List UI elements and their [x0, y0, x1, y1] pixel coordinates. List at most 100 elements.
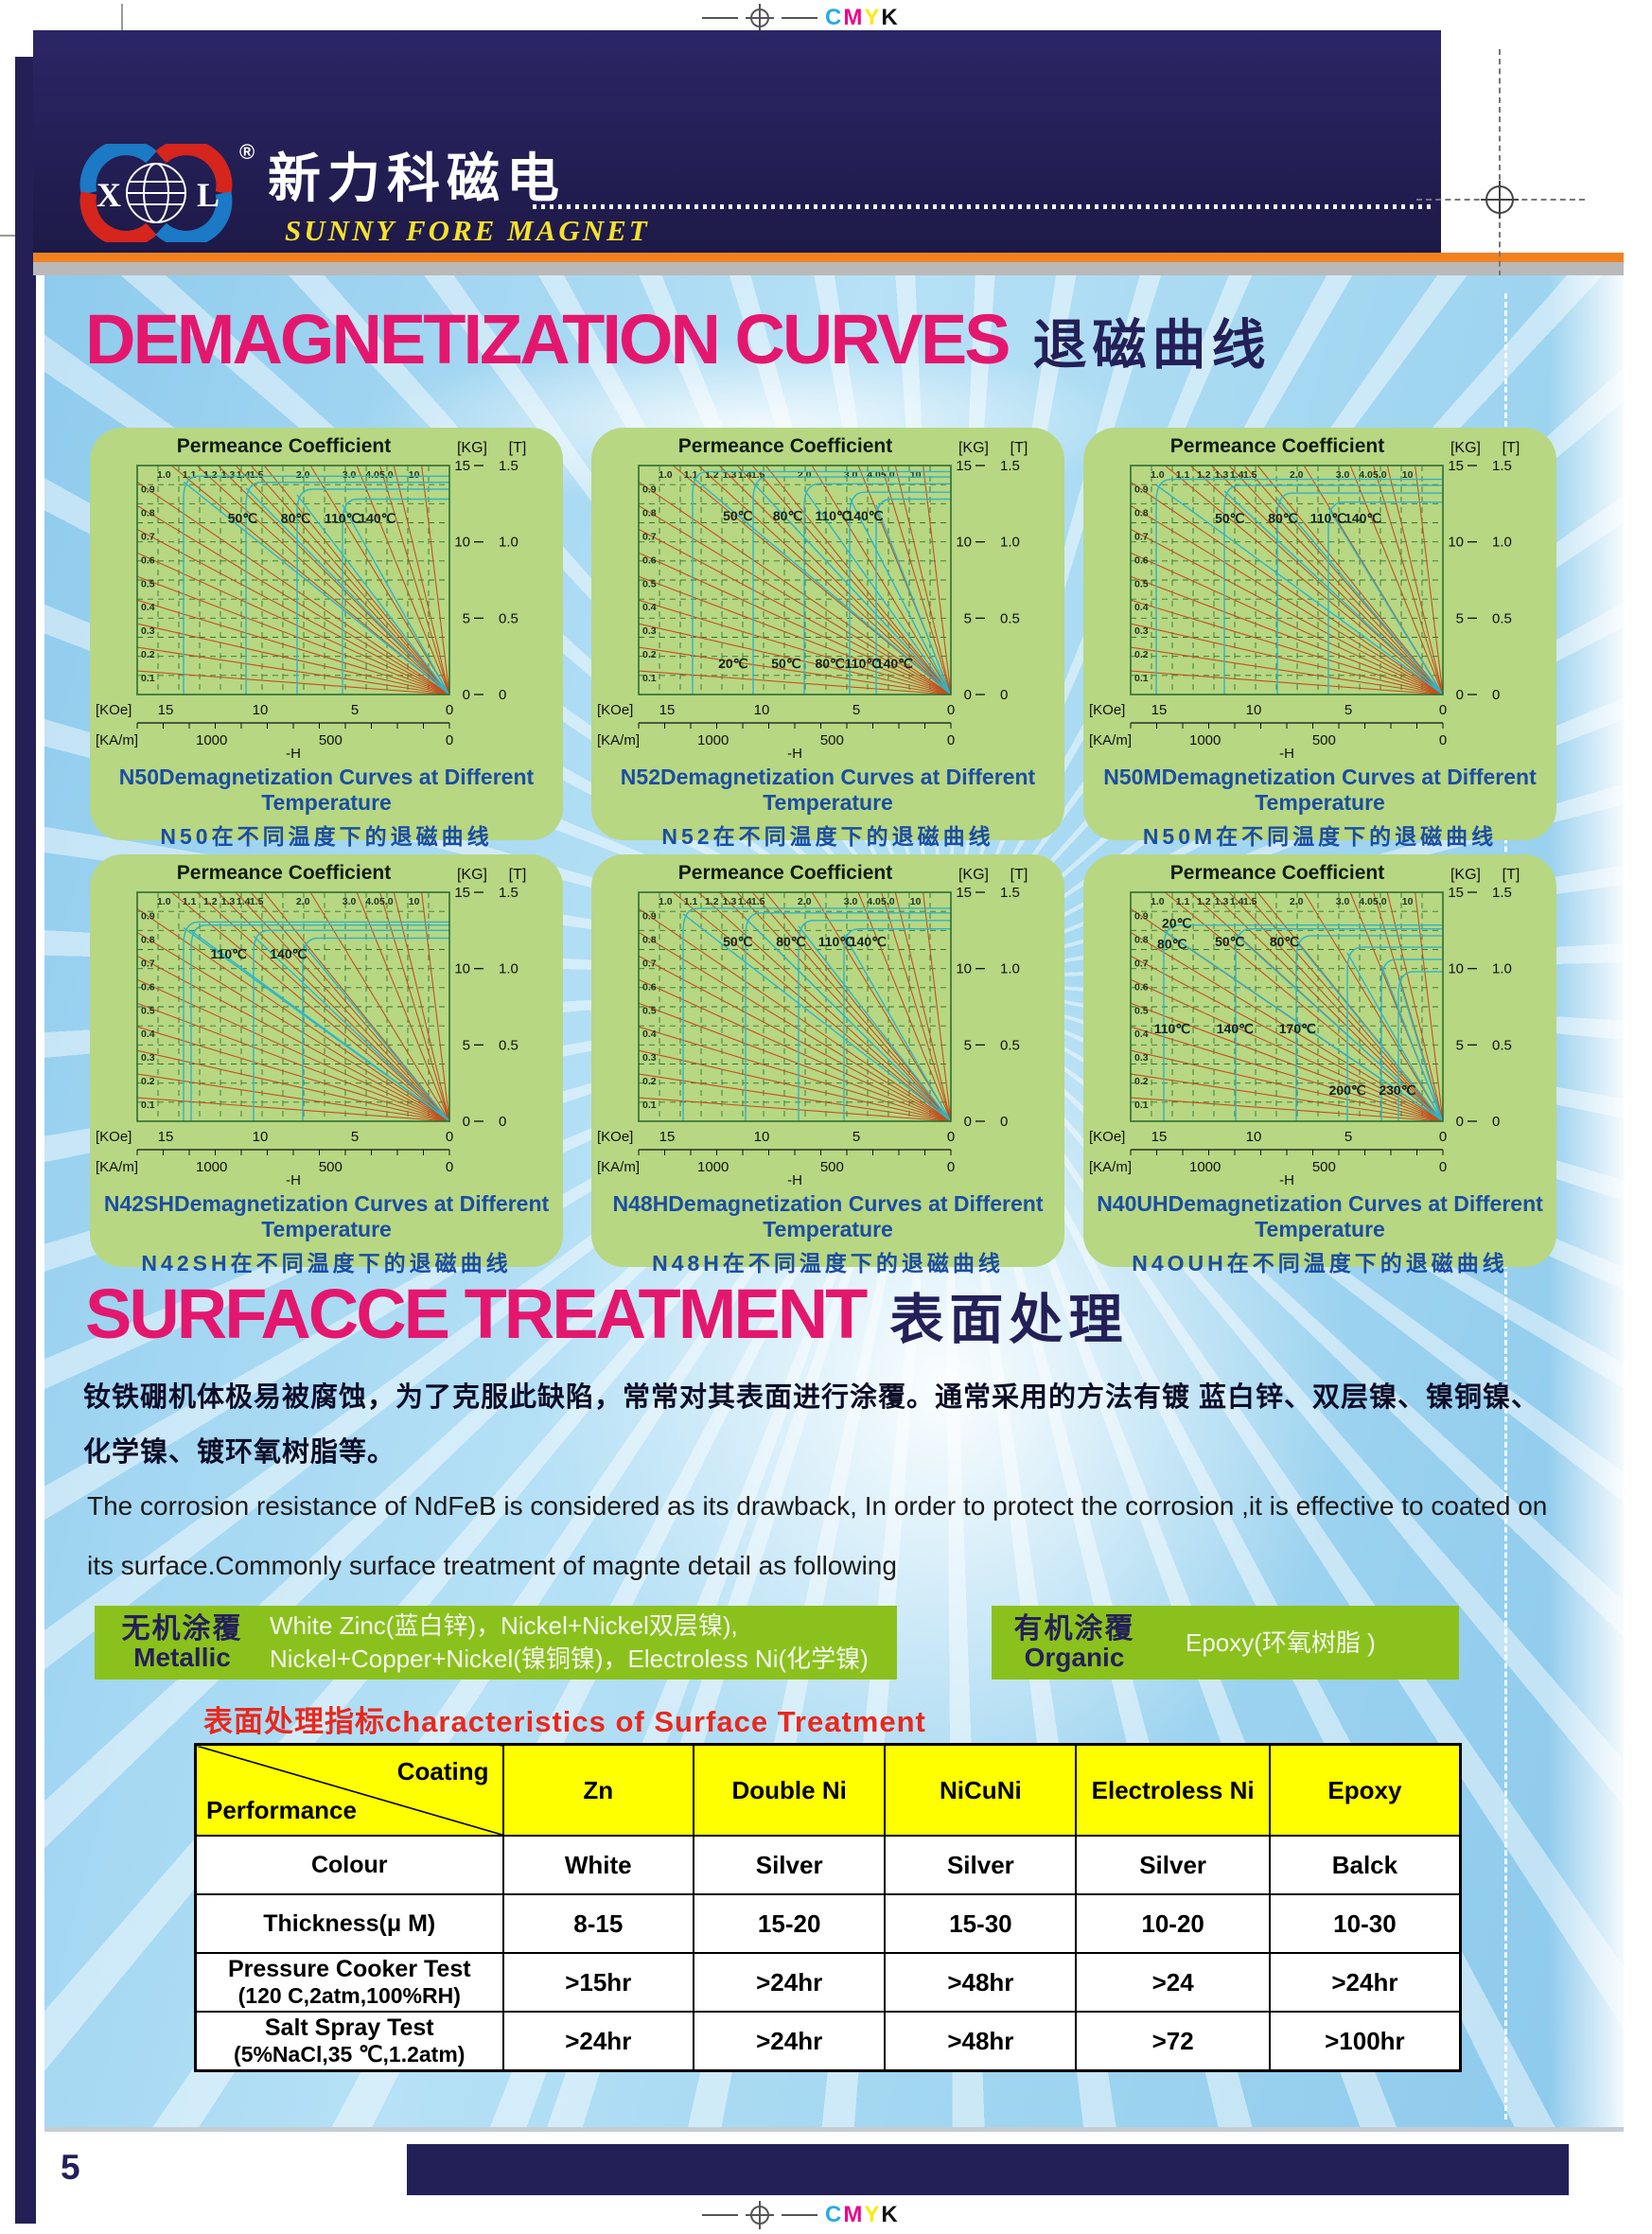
table-cell: 15-20: [693, 1893, 887, 1954]
organic-method: Epoxy(环氧树脂 ): [1186, 1627, 1376, 1657]
svg-text:500: 500: [820, 1159, 844, 1175]
svg-text:500: 500: [319, 1159, 343, 1175]
svg-text:0.1: 0.1: [642, 673, 657, 684]
surface-title-en: SURFACCE TREATMENT: [85, 1275, 868, 1353]
svg-text:[KA/m]: [KA/m]: [597, 1159, 640, 1175]
table-cell: >24: [1075, 1952, 1271, 2013]
svg-text:140℃: 140℃: [359, 511, 395, 526]
svg-text:4.0: 4.0: [1359, 896, 1373, 907]
surface-section-title: SURFACCE TREATMENT 表面处理: [85, 1279, 1128, 1349]
svg-text:110℃: 110℃: [1154, 1021, 1191, 1036]
svg-text:[KOe]: [KOe]: [1089, 1129, 1125, 1145]
svg-text:10: 10: [754, 702, 770, 718]
surface-treatment-table: Coating Performance Zn Double Ni NiCuNi …: [194, 1743, 1462, 2072]
svg-text:0.7: 0.7: [1134, 531, 1149, 542]
table-cell: 10-30: [1268, 1893, 1462, 1954]
svg-text:1.3: 1.3: [221, 896, 236, 907]
svg-text:0.8: 0.8: [642, 934, 657, 945]
metallic-coating-bar: 无机涂覆 Metallic White Zinc(蓝白锌)，Nickel+Nic…: [95, 1606, 897, 1680]
table-cell: >48hr: [884, 1952, 1078, 2013]
svg-text:15: 15: [659, 1129, 676, 1145]
table-cell: Silver: [884, 1835, 1078, 1895]
svg-text:10: 10: [1448, 535, 1464, 551]
svg-text:Permeance Coefficient: Permeance Coefficient: [177, 435, 391, 457]
svg-text:0.5: 0.5: [642, 578, 657, 589]
corner-performance-label: Performance: [206, 1796, 357, 1824]
bottom-axis: [KOe] 15 10 5 0 [KA/m] 1000 500 0 -H: [96, 1129, 453, 1186]
temperature-labels: 110℃ 140℃: [211, 946, 308, 961]
body-right-fade: [1548, 275, 1624, 2127]
svg-text:80℃: 80℃: [815, 656, 845, 671]
svg-text:0.6: 0.6: [1134, 981, 1149, 993]
svg-text:0.4: 0.4: [1134, 602, 1149, 613]
svg-text:1.4: 1.4: [237, 896, 251, 907]
table-row: Salt Spray Test (5%NaCl,35 ℃,1.2atm) >24hr…: [194, 2011, 1462, 2072]
svg-text:0.7: 0.7: [642, 531, 657, 542]
svg-text:50℃: 50℃: [228, 511, 258, 526]
svg-text:10: 10: [910, 896, 922, 907]
svg-text:2.0: 2.0: [296, 469, 310, 481]
bottom-axis: [KOe] 15 10 5 0 [KA/m] 1000 500 0 -H: [1089, 702, 1447, 759]
svg-text:10: 10: [253, 702, 269, 718]
svg-text:1.1: 1.1: [1176, 469, 1190, 481]
right-axis: 15 1.5 10 1.0 5 0.5 0 0: [956, 885, 1020, 1130]
svg-text:[T]: [T]: [1011, 440, 1028, 456]
svg-text:Permeance Coefficient: Permeance Coefficient: [678, 862, 892, 884]
svg-text:Permeance Coefficient: Permeance Coefficient: [1170, 435, 1384, 457]
company-logo: X L: [79, 144, 233, 242]
svg-text:15: 15: [659, 702, 676, 718]
svg-text:0.7: 0.7: [1134, 958, 1149, 969]
svg-text:Permeance Coefficient: Permeance Coefficient: [678, 435, 892, 457]
svg-text:15: 15: [1448, 458, 1464, 474]
svg-text:0: 0: [1456, 1114, 1464, 1130]
svg-text:1.5: 1.5: [499, 458, 518, 474]
table-cell: Silver: [693, 1835, 887, 1895]
panel-caption-cn: N42SH在不同温度下的退磁曲线: [141, 1251, 512, 1275]
svg-text:80℃: 80℃: [776, 934, 806, 949]
orange-stripe: [33, 253, 1624, 262]
svg-text:2.0: 2.0: [1290, 896, 1304, 907]
svg-text:1.5: 1.5: [751, 896, 765, 907]
svg-text:0: 0: [1000, 1114, 1008, 1130]
bh-curves: [1155, 478, 1443, 695]
demag-panel-n42sh: Permeance Coefficient [KG] [T] 0.9 0.8 0.7 0.6…: [90, 854, 563, 1275]
svg-text:0.5: 0.5: [141, 1005, 155, 1016]
svg-text:0: 0: [446, 702, 453, 718]
registration-line: [702, 2214, 738, 2216]
svg-text:0.4: 0.4: [141, 1029, 155, 1040]
right-axis: 15 1.5 10 1.0 5 0.5 0 0: [1448, 458, 1512, 703]
svg-text:[KG]: [KG]: [1450, 440, 1481, 456]
svg-text:1000: 1000: [697, 1159, 729, 1175]
svg-text:0: 0: [964, 1114, 972, 1130]
svg-text:10: 10: [454, 961, 470, 977]
svg-text:15: 15: [1448, 885, 1464, 901]
svg-text:15: 15: [956, 885, 972, 901]
svg-text:0: 0: [446, 1159, 453, 1175]
page-number: 5: [61, 2148, 80, 2187]
dotted-divider: [533, 204, 1432, 209]
svg-text:0.8: 0.8: [642, 507, 657, 519]
bh-curves: [692, 470, 951, 695]
panel-caption-en: N40UHDemagnetization Curves at Different…: [1097, 1191, 1543, 1241]
svg-text:1.0: 1.0: [157, 896, 171, 907]
svg-text:1.0: 1.0: [157, 469, 171, 481]
svg-text:10: 10: [409, 469, 420, 481]
svg-text:110℃: 110℃: [818, 934, 855, 949]
svg-text:1.0: 1.0: [659, 469, 673, 481]
svg-text:0.5: 0.5: [499, 610, 518, 626]
svg-text:0.8: 0.8: [141, 507, 155, 519]
svg-text:3.0: 3.0: [343, 896, 357, 907]
panel-caption-cn: N50M在不同温度下的退磁曲线: [1142, 824, 1498, 849]
svg-text:0.2: 0.2: [642, 1076, 657, 1087]
surface-paragraph-cn: 钕铁硼机体极易被腐蚀，为了克服此缺陷，常常对其表面进行涂覆。通常采用的方法有镀 …: [83, 1382, 1540, 1468]
metallic-label: 无机涂覆 Metallic: [121, 1612, 243, 1673]
svg-text:0.5: 0.5: [642, 1005, 657, 1016]
svg-text:5: 5: [852, 1129, 860, 1145]
demag-chart-n48h: Permeance Coefficient [KG] [T] 0.9 0.8 0.7 0.6…: [591, 854, 1064, 1186]
svg-text:0.6: 0.6: [141, 981, 155, 993]
svg-text:0.6: 0.6: [1134, 554, 1149, 566]
svg-text:1000: 1000: [196, 1159, 227, 1175]
svg-text:1.2: 1.2: [203, 469, 218, 481]
